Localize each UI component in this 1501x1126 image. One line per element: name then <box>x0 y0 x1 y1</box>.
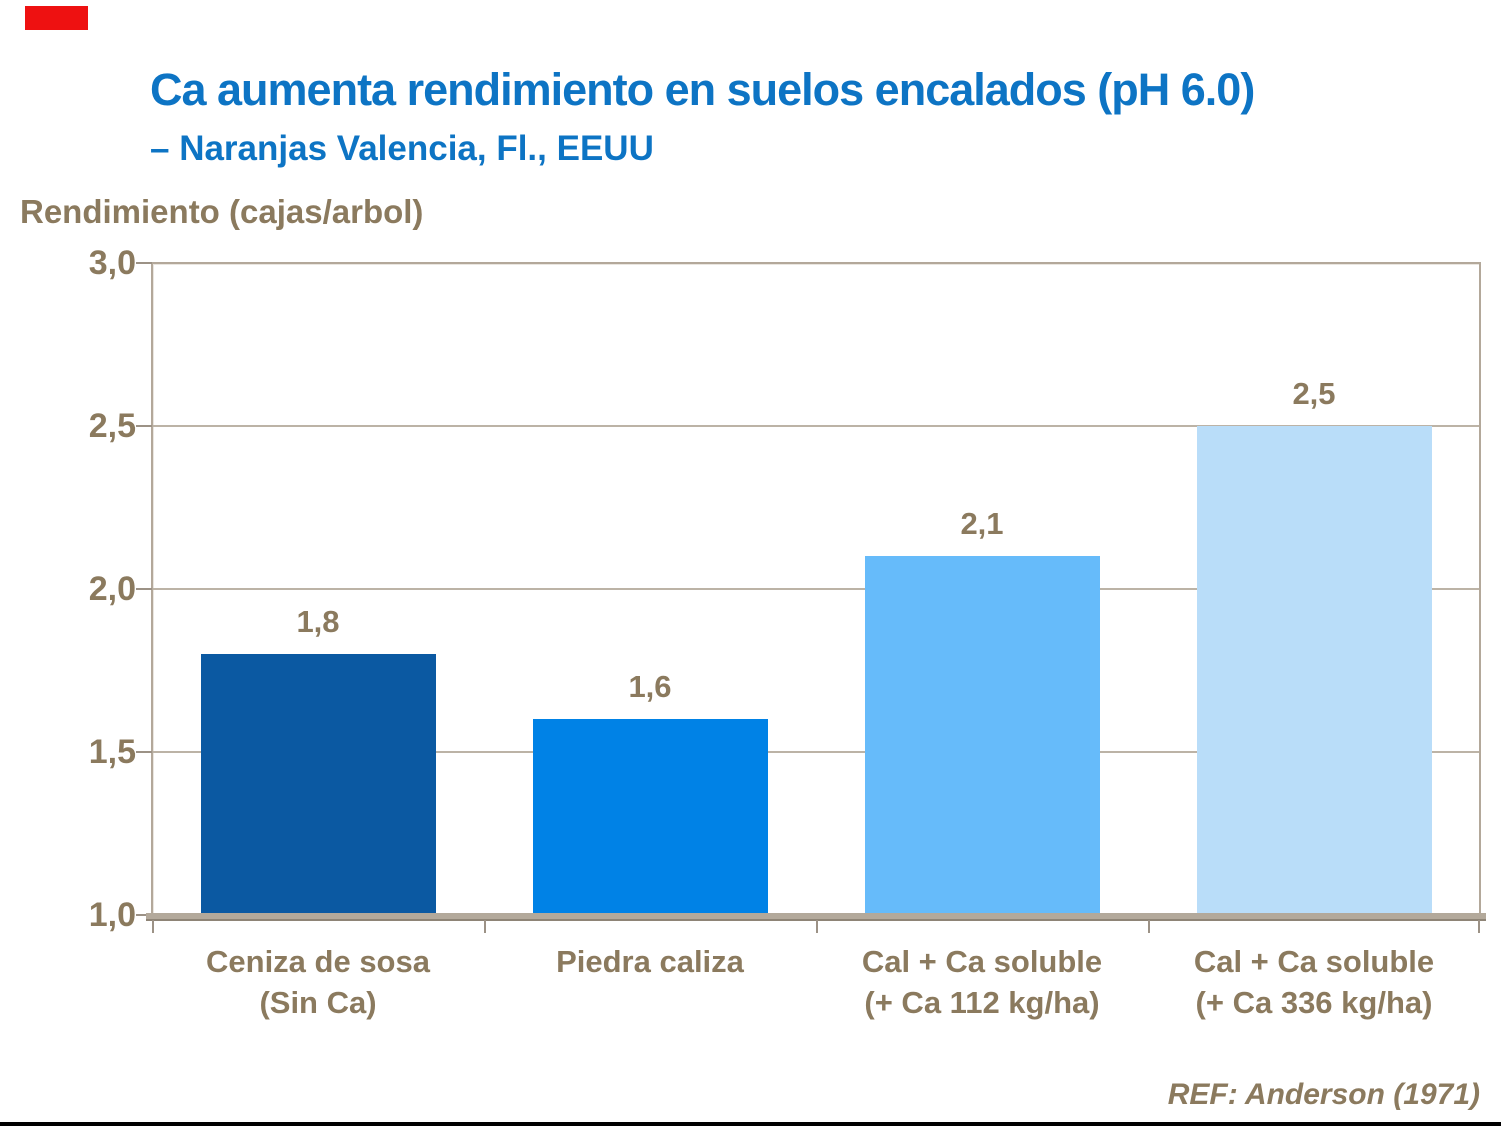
chart-subtitle: – Naranjas Valencia, Fl., EEUU <box>150 129 654 168</box>
gridline <box>153 588 1479 590</box>
y-tick-label: 3,0 <box>88 244 136 282</box>
y-tick-label: 2,5 <box>88 407 136 445</box>
x-category-label-line: Cal + Ca soluble <box>1193 944 1435 979</box>
x-tick-mark <box>816 920 818 933</box>
x-tick-mark <box>1478 920 1480 933</box>
y-tick-mark <box>136 588 152 590</box>
x-category-label-line: Piedra caliza <box>556 944 744 979</box>
x-axis-labels: Ceniza de sosa (Sin Ca) Piedra caliza Cal +… <box>152 941 1480 1023</box>
y-tick-label: 2,0 <box>88 570 136 608</box>
y-tick-mark <box>136 914 152 916</box>
gridline <box>153 425 1479 427</box>
x-tick-mark <box>1148 920 1150 933</box>
bar-value-label: 2,1 <box>960 506 1004 542</box>
x-tick-mark <box>484 920 486 933</box>
red-logo-mark <box>25 6 88 30</box>
y-tick-mark <box>136 425 152 427</box>
y-tick-label: 1,0 <box>88 896 136 934</box>
y-tick-label: 1,5 <box>88 733 136 771</box>
x-category-label-line: (Sin Ca) <box>259 985 377 1020</box>
bar <box>864 556 1100 915</box>
reference-text: REF: Anderson (1971) <box>1167 1078 1480 1111</box>
x-category-label-line: (+ Ca 336 kg/ha) <box>1195 985 1433 1020</box>
x-category-label: Cal + Ca soluble (+ Ca 336 kg/ha) <box>1148 941 1480 1023</box>
y-tick-mark <box>136 262 152 264</box>
bar <box>200 654 436 915</box>
bar <box>532 719 768 915</box>
x-tick-mark <box>152 920 154 933</box>
x-category-label-line: Ceniza de sosa <box>206 944 430 979</box>
bar-value-label: 2,5 <box>1292 376 1336 411</box>
bar-value-label: 1,6 <box>628 669 672 705</box>
y-axis-unit-label: Rendimiento (cajas/arbol) <box>20 193 424 230</box>
bar <box>1196 426 1432 915</box>
gridline <box>153 751 1479 753</box>
chart-title: Ca aumenta rendimiento en suelos encalad… <box>150 64 1255 115</box>
x-category-label: Cal + Ca soluble (+ Ca 112 kg/ha) <box>816 941 1148 1023</box>
x-category-label: Ceniza de sosa (Sin Ca) <box>152 941 484 1023</box>
x-category-label-line: (+ Ca 112 kg/ha) <box>864 985 1100 1020</box>
slide-bottom-border <box>0 1122 1501 1126</box>
bar-value-label: 1,8 <box>296 604 340 640</box>
y-tick-mark <box>136 751 152 753</box>
x-category-label: Piedra caliza <box>484 941 816 1023</box>
x-category-label-line: Cal + Ca soluble <box>861 944 1103 979</box>
